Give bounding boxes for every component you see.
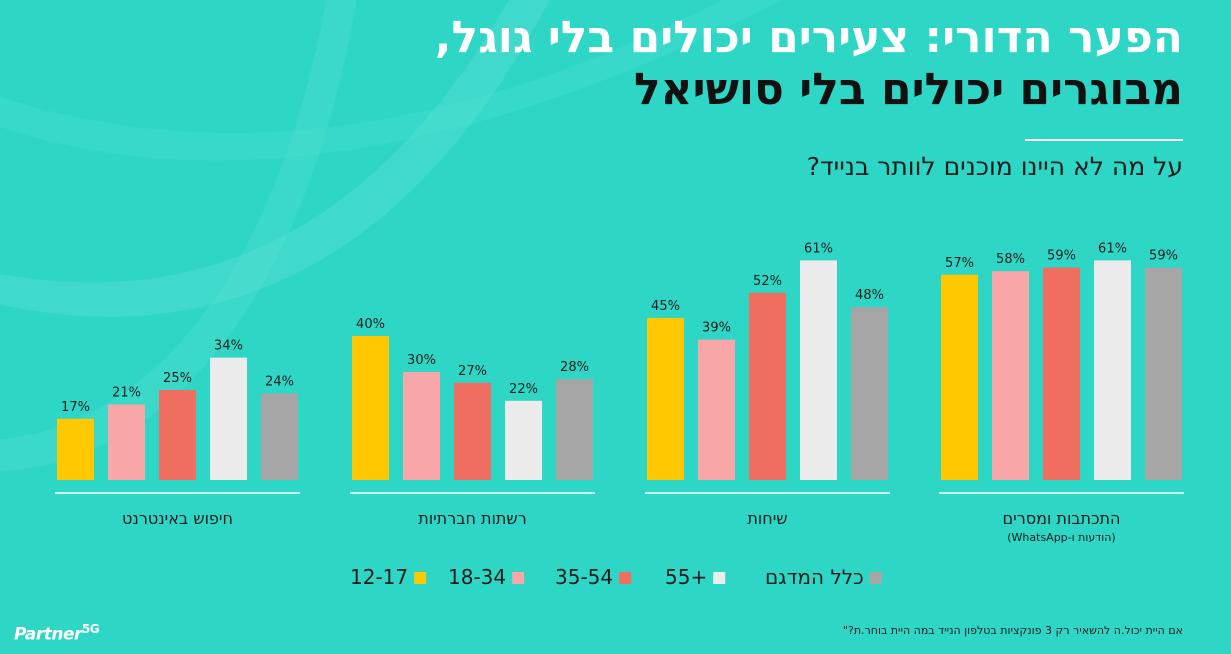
value-label-2-4: 61% <box>804 241 833 256</box>
value-label-3-1: 40% <box>356 317 385 332</box>
bar-4-3 <box>159 390 196 480</box>
legend-label-5: כלל המדגם <box>765 565 864 589</box>
bar-3-4 <box>505 400 542 480</box>
bar-2-2 <box>698 339 735 480</box>
value-label-4-4: 34% <box>214 339 243 354</box>
value-label-4-2: 21% <box>112 385 141 400</box>
bar-2-3 <box>749 292 786 480</box>
title-line-2: מבוגרים יכולים בלי סושיאל <box>633 64 1183 115</box>
value-label-1-4: 61% <box>1098 241 1127 256</box>
bar-4-1 <box>57 418 94 480</box>
legend-label-2: 18-34 <box>448 565 506 589</box>
bar-1-3 <box>1043 267 1080 480</box>
partner-logo: Partner5G <box>14 622 100 645</box>
category-label-4: חיפוש באינטרנט <box>122 509 233 528</box>
legend-swatch-3 <box>619 572 632 584</box>
value-label-4-5: 24% <box>265 375 294 390</box>
bar-1-2 <box>992 271 1029 480</box>
value-label-4-3: 25% <box>163 371 192 386</box>
bar-4-5 <box>261 393 298 480</box>
value-label-3-2: 30% <box>407 353 436 368</box>
value-label-1-1: 57% <box>945 256 974 271</box>
logo-suffix: 5G <box>81 622 100 636</box>
chart-question: על מה לא היינו מוכנים לוותר בנייד? <box>806 152 1183 181</box>
page-title: הפער הדורי: צעירים יכולים בלי גוגל, מבוג… <box>183 12 1183 116</box>
value-label-1-2: 58% <box>996 252 1025 267</box>
bar-4-4 <box>210 357 247 480</box>
bar-2-1 <box>647 318 684 480</box>
category-label-1: התכתבות ומסרים <box>1003 509 1121 528</box>
category-label-3: רשתות חברתיות <box>418 509 527 528</box>
bar-1-4 <box>1094 260 1131 480</box>
title-divider <box>1025 139 1183 141</box>
bar-2-5 <box>851 307 888 480</box>
value-label-2-1: 45% <box>651 299 680 314</box>
category-note-1: (הודעות ו-WhatsApp) <box>1007 531 1115 544</box>
bar-3-1 <box>352 336 389 480</box>
value-label-2-5: 48% <box>855 288 884 303</box>
value-label-1-3: 59% <box>1047 249 1076 264</box>
legend-swatch-5 <box>869 572 882 584</box>
legend-label-1: 12-17 <box>350 565 408 589</box>
bar-3-2 <box>403 372 440 480</box>
value-label-3-3: 27% <box>458 364 487 379</box>
logo-text: Partner <box>14 624 82 645</box>
bar-3-3 <box>454 382 491 480</box>
bar-4-2 <box>108 404 145 480</box>
value-label-2-2: 39% <box>702 321 731 336</box>
bar-2-4 <box>800 260 837 480</box>
category-label-2: שיחות <box>747 509 787 528</box>
value-label-2-3: 52% <box>753 274 782 289</box>
legend-swatch-4 <box>713 572 726 584</box>
legend-swatch-2 <box>512 572 525 584</box>
value-label-3-4: 22% <box>509 382 538 397</box>
value-label-4-1: 17% <box>61 400 90 415</box>
bar-1-5 <box>1145 267 1182 480</box>
value-label-3-5: 28% <box>560 360 589 375</box>
bar-1-1 <box>941 274 978 480</box>
legend-swatch-1 <box>414 572 427 584</box>
bar-3-5 <box>556 379 593 480</box>
footnote: אם היית יכול.ה להשאיר רק 3 פונקציות בטלפ… <box>842 624 1183 637</box>
value-label-1-5: 59% <box>1149 249 1178 264</box>
legend-label-3: 35-54 <box>555 565 613 589</box>
title-line-1: הפער הדורי: צעירים יכולים בלי גוגל, <box>434 12 1183 63</box>
legend-label-4: 55+ <box>665 565 707 589</box>
